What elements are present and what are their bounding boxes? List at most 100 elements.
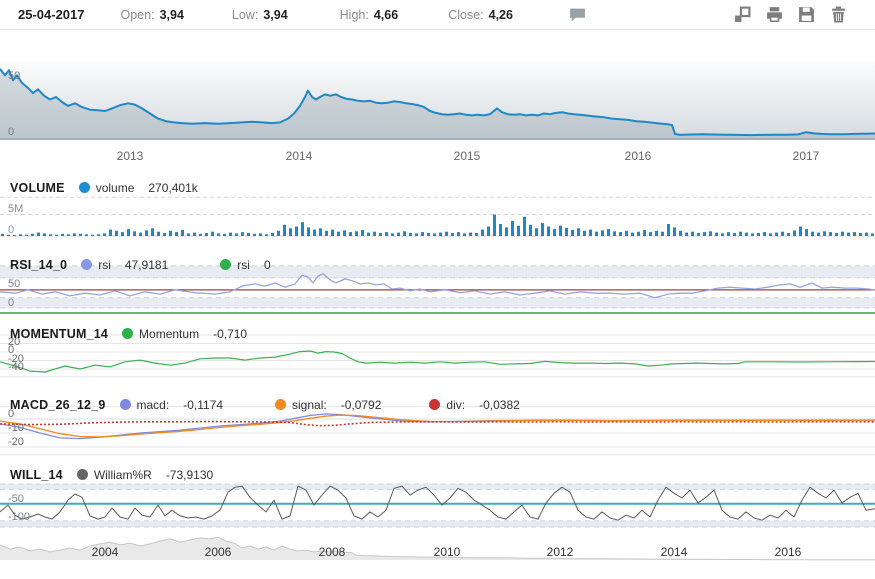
- volume-bar: [271, 233, 274, 236]
- volume-bar: [451, 233, 454, 236]
- volume-bar: [703, 232, 706, 236]
- legend-volume[interactable]: VOLUME volume 270,401k: [10, 180, 198, 195]
- will-tick-label: -100: [8, 511, 30, 523]
- signal-series-value: -0,0792: [340, 397, 382, 412]
- volume-bar: [151, 228, 154, 236]
- price-tick-label: 0: [8, 126, 14, 138]
- volume-bar: [223, 233, 226, 236]
- volume-bar: [757, 233, 760, 236]
- volume-bar: [277, 230, 280, 236]
- volume-bar: [541, 223, 544, 236]
- volume-bar: [307, 227, 310, 236]
- rsi-plot-band: [0, 297, 875, 308]
- volume-bar: [577, 228, 580, 236]
- rsi-series-name: rsi: [98, 257, 111, 272]
- navigator-tick-label: 2008: [319, 545, 346, 559]
- volume-bar: [415, 233, 418, 236]
- volume-bar: [289, 228, 292, 236]
- rsi-series-dot-icon: [81, 259, 93, 270]
- volume-bar: [55, 234, 58, 236]
- volume-bar: [85, 234, 88, 236]
- volume-bar: [427, 233, 430, 236]
- volume-bar: [139, 232, 142, 236]
- share-icon[interactable]: [734, 6, 751, 23]
- momentum-series-name: Momentum: [139, 326, 200, 341]
- close-label: Close:: [448, 7, 484, 22]
- volume-bar: [133, 231, 136, 236]
- volume-bar: [73, 233, 76, 236]
- volume-bar: [565, 227, 568, 236]
- low-field: Low: 3,94: [232, 8, 288, 22]
- volume-bar: [865, 232, 868, 236]
- navigator-area: [0, 537, 875, 560]
- volume-bar: [241, 232, 244, 236]
- will-plot-band: [0, 520, 875, 527]
- volume-bar: [313, 229, 316, 236]
- volume-bar: [529, 224, 532, 236]
- div-series-name: div:: [446, 397, 466, 412]
- price-tick-label: 2017: [793, 149, 820, 163]
- navigator-line: [0, 536, 875, 561]
- volume-bar: [187, 233, 190, 236]
- rsi2-series-name: rsi: [237, 257, 250, 272]
- volume-bar: [817, 232, 820, 236]
- volume-tick-label: 0: [8, 224, 14, 236]
- signal-series-dot-icon: [275, 399, 287, 410]
- header-toolbar: [734, 6, 847, 23]
- div-series-value: -0,0382: [479, 397, 520, 412]
- open-value: 3,94: [159, 7, 184, 22]
- volume-bar: [253, 233, 256, 236]
- price-tick-label: 2013: [117, 149, 144, 163]
- price-area: [0, 68, 875, 139]
- legend-macd[interactable]: MACD_26_12_9 macd: -0,1174 signal: -0,07…: [10, 397, 520, 412]
- volume-bar: [517, 225, 520, 236]
- volume-bar: [739, 231, 742, 236]
- price-tick-label: 2014: [286, 149, 313, 163]
- volume-bar: [91, 234, 94, 236]
- save-icon[interactable]: [798, 6, 815, 23]
- volume-bar: [181, 230, 184, 236]
- navigator-tick-label: 2006: [205, 545, 232, 559]
- print-icon[interactable]: [766, 6, 783, 23]
- volume-bar: [37, 232, 40, 236]
- navigator-tick-label: 2016: [775, 545, 802, 559]
- williamsr-series-dot-icon: [76, 469, 88, 480]
- volume-bar: [157, 231, 160, 236]
- volume-bar: [169, 230, 172, 236]
- momentum-tick-label: -40: [8, 361, 24, 373]
- volume-series-dot-icon: [78, 182, 90, 193]
- legend-will[interactable]: WILL_14 William%R -73,9130: [10, 467, 213, 482]
- volume-bar: [637, 231, 640, 236]
- high-field: High: 4,66: [340, 8, 399, 22]
- volume-bar: [499, 224, 502, 236]
- momentum-line: [0, 350, 875, 373]
- volume-bar: [763, 232, 766, 236]
- volume-bar: [823, 231, 826, 236]
- signal-series-name: signal:: [292, 397, 327, 412]
- price-tick-label: 2015: [454, 149, 481, 163]
- open-label: Open:: [120, 7, 155, 22]
- volume-bar: [661, 231, 664, 236]
- volume-bar: [589, 229, 592, 236]
- trash-icon[interactable]: [830, 6, 847, 23]
- price-line: [0, 68, 875, 137]
- volume-bar: [685, 232, 688, 236]
- volume-bar: [631, 232, 634, 236]
- volume-bar: [229, 232, 232, 236]
- momentum-series-dot-icon: [122, 328, 134, 339]
- momentum-tick-label: -20: [8, 353, 24, 365]
- comment-icon[interactable]: [569, 6, 586, 23]
- volume-bar: [205, 233, 208, 236]
- volume-bar: [295, 226, 298, 236]
- volume-bar: [769, 233, 772, 236]
- legend-momentum[interactable]: MOMENTUM_14 Momentum -0,710: [10, 326, 247, 341]
- volume-bar: [733, 233, 736, 236]
- volume-bar: [547, 226, 550, 236]
- volume-bar: [655, 230, 658, 236]
- macd-series-name: macd:: [136, 397, 170, 412]
- volume-bar: [475, 233, 478, 236]
- legend-rsi[interactable]: RSI_14_0 rsi 47,9181 rsi 0: [10, 257, 271, 272]
- volume-bar: [781, 231, 784, 236]
- volume-bar: [775, 232, 778, 236]
